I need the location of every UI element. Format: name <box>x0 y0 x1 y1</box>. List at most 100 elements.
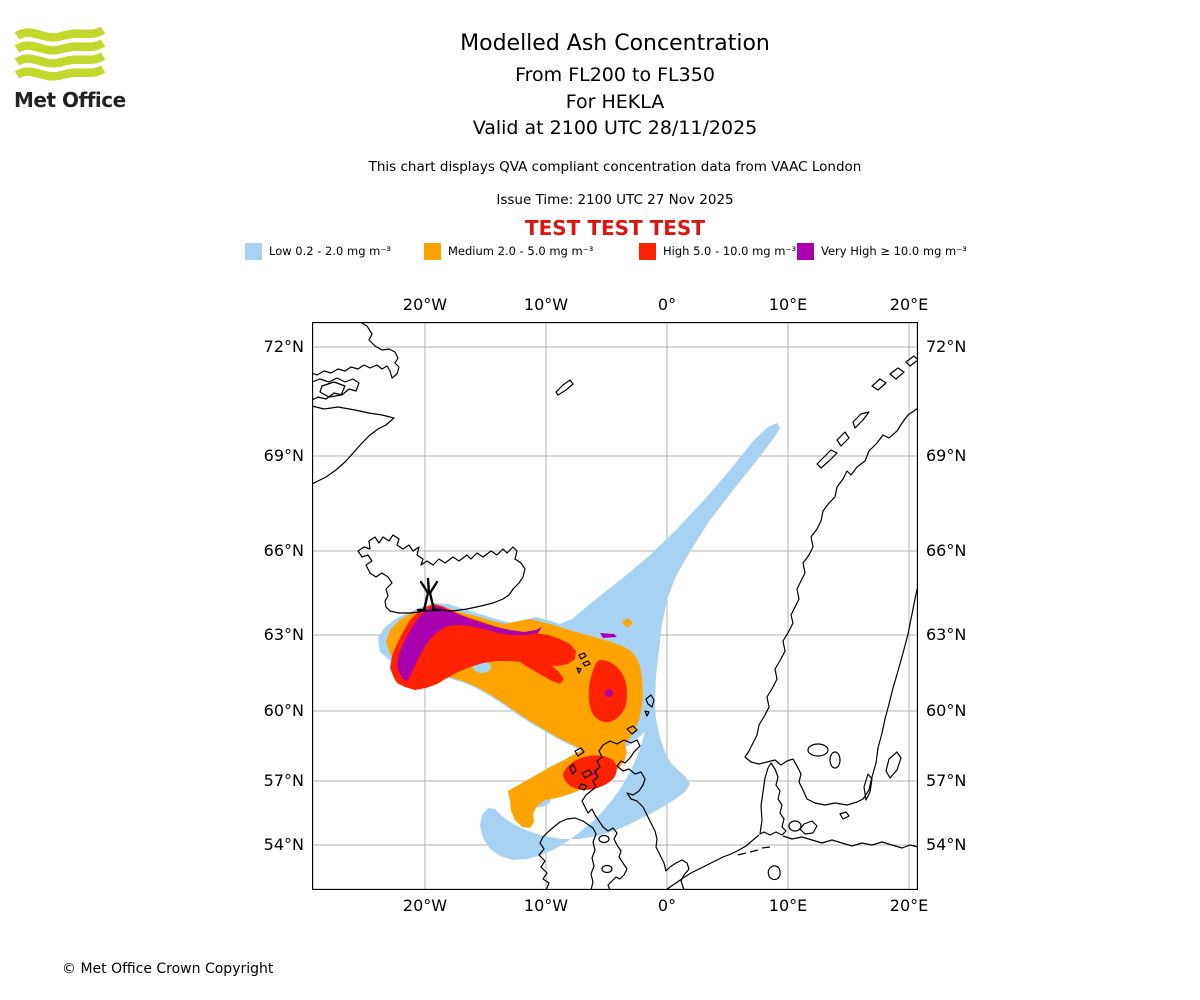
lon-tick-bottom: 20°E <box>889 896 929 915</box>
issue-time: Issue Time: 2100 UTC 27 Nov 2025 <box>496 192 734 208</box>
map-border <box>312 322 918 890</box>
coastline-hebrides-lewis <box>574 747 585 757</box>
coastline-norway-ne-island-2 <box>889 367 905 380</box>
coastline-greenland-fjord-island <box>319 381 346 398</box>
legend-swatch-very-high <box>797 242 814 260</box>
volcano-marker-icon <box>428 591 436 612</box>
map-area: 20°W 20°W 10°W 10°W 0° 0° 10°E 10°E 20°E 20°E 72°N… <box>264 295 967 915</box>
plume-high-mid-streak <box>508 644 564 684</box>
legend-label-medium: Medium 2.0 - 5.0 mg m⁻³ <box>448 244 594 258</box>
coastline-oland <box>863 773 873 801</box>
subtitle-valid-time: Valid at 2100 UTC 28/11/2025 <box>472 117 758 139</box>
legend-label-high: High 5.0 - 10.0 mg m⁻³ <box>663 244 797 258</box>
coastline-sweden-lake-vattern <box>829 751 841 769</box>
map-svg <box>312 322 918 890</box>
legend-item-very-high: Very High ≥ 10.0 mg m⁻³ <box>797 242 967 260</box>
plume-low-southern-hook <box>480 714 690 860</box>
legend-swatch-medium <box>424 242 441 260</box>
lat-tick-left: 72°N <box>263 337 304 356</box>
lon-tick-top: 0° <box>657 295 677 314</box>
coastline-hebrides-skye <box>581 769 593 779</box>
legend: Low 0.2 - 2.0 mg m⁻³ Medium 2.0 - 5.0 mg… <box>0 242 1200 264</box>
plume-medium-speck-east <box>622 618 633 628</box>
lon-tick-top: 20°E <box>889 295 929 314</box>
coastline-faroe-3 <box>576 667 582 674</box>
lat-tick-right: 72°N <box>926 337 967 356</box>
coastline-norway-ne-island-3 <box>905 355 918 367</box>
lon-tick-bottom: 10°E <box>768 896 808 915</box>
coastline-greenland-main-coast <box>312 405 395 485</box>
coastline-bornholm <box>839 811 850 820</box>
lon-tick-top: 10°E <box>768 295 808 314</box>
qva-disclaimer: This chart displays QVA compliant concen… <box>368 159 862 175</box>
coastline-faroe-1 <box>578 652 587 660</box>
coastline-ireland <box>538 817 597 890</box>
coastline-wadden-island-3 <box>761 846 771 849</box>
coastline-denmark-zealand <box>799 820 818 835</box>
met-office-logo-waves <box>14 26 106 81</box>
volcano-marker-icon <box>419 580 430 595</box>
lon-tick-bottom: 0° <box>657 896 677 915</box>
coastline-denmark-jutland <box>759 762 787 836</box>
plume-high-scotland-blob <box>563 755 617 790</box>
coastline-denmark-funen <box>788 820 802 832</box>
coastline-hebrides-mull <box>578 783 588 791</box>
coastline-isle-of-man <box>598 834 610 844</box>
coastline-wadden-island-1 <box>737 852 747 856</box>
lat-tick-left: 66°N <box>263 541 304 560</box>
lon-tick-top: 20°W <box>402 295 448 314</box>
legend-item-low: Low 0.2 - 2.0 mg m⁻³ <box>245 242 391 260</box>
coastline-wadden-island-2 <box>749 849 759 853</box>
lon-tick-bottom: 20°W <box>402 896 448 915</box>
volcano-marker-icon <box>428 580 439 595</box>
coastline-britain-west <box>581 744 628 890</box>
subtitle-flight-levels: From FL200 to FL350 <box>515 64 715 86</box>
legend-item-medium: Medium 2.0 - 5.0 mg m⁻³ <box>424 242 593 260</box>
plume-veryhigh-dash-east <box>600 633 617 638</box>
coastline-hebrides-uist <box>569 763 577 775</box>
lon-tick-top: 10°W <box>523 295 569 314</box>
coastline-lofoten-1 <box>816 449 838 469</box>
coastline-norway-sweden-mainland <box>744 407 918 806</box>
coastline-iceland <box>357 534 526 614</box>
met-office-logo: Met Office <box>14 26 134 116</box>
plume-veryhigh-dot-east-blob <box>605 689 613 697</box>
legend-label-low: Low 0.2 - 2.0 mg m⁻³ <box>269 244 392 258</box>
coastline-britain-north-east <box>602 739 690 890</box>
coastline-ijsselmeer <box>767 865 781 881</box>
lon-tick-bottom: 10°W <box>523 896 569 915</box>
lat-tick-right: 54°N <box>926 835 967 854</box>
lat-tick-left: 60°N <box>263 701 304 720</box>
coastline-greenland-upper <box>312 322 400 379</box>
coastline-gotland <box>885 751 902 779</box>
volcano-marker-icon <box>422 591 430 612</box>
legend-swatch-high <box>639 242 656 260</box>
lat-tick-right: 66°N <box>926 541 967 560</box>
coastline-lofoten-2 <box>836 431 850 447</box>
lat-tick-right: 69°N <box>926 446 967 465</box>
legend-swatch-low <box>245 242 262 260</box>
lat-tick-left: 69°N <box>263 446 304 465</box>
lat-tick-right: 60°N <box>926 701 967 720</box>
legend-item-high: High 5.0 - 10.0 mg m⁻³ <box>639 242 796 260</box>
lat-tick-left: 57°N <box>263 771 304 790</box>
subtitle-volcano: For HEKLA <box>565 91 665 113</box>
coastline-orkney <box>626 725 638 735</box>
lat-tick-left: 54°N <box>263 835 304 854</box>
coastline-shetland-main <box>645 694 655 708</box>
coastline-anglesey <box>601 864 613 874</box>
coastline-lofoten-3 <box>852 411 870 429</box>
plume-veryhigh-main-band <box>397 606 542 681</box>
coastline-shetland-south <box>644 710 650 717</box>
met-office-logo-text: Met Office <box>14 88 126 112</box>
coastline-northsea-continental-coast <box>665 834 760 890</box>
coastline-greenland-fjord-shore <box>312 377 360 401</box>
copyright-text: © Met Office Crown Copyright <box>62 961 274 977</box>
lat-tick-right: 57°N <box>926 771 967 790</box>
lat-tick-left: 63°N <box>263 625 304 644</box>
legend-label-very-high: Very High ≥ 10.0 mg m⁻³ <box>821 244 967 258</box>
test-banner: TEST TEST TEST <box>525 216 705 240</box>
coastline-norway-ne-island-1 <box>871 378 887 391</box>
page-title: Modelled Ash Concentration <box>460 31 770 56</box>
